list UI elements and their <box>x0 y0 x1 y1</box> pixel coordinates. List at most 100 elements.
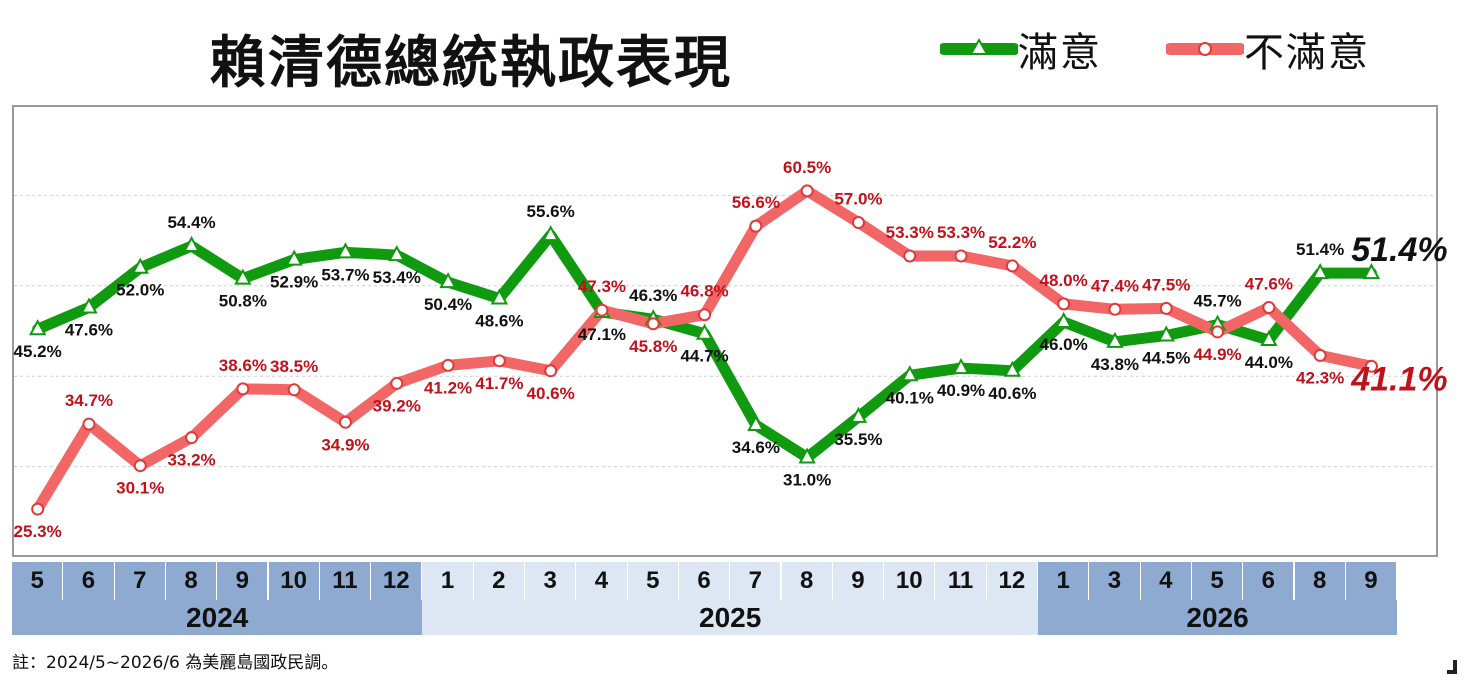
data-label-satisfied: 48.6% <box>475 311 523 330</box>
satisfied-marker <box>1362 263 1381 280</box>
satisfied-marker <box>439 272 457 289</box>
x-tick-label: 6 <box>678 562 731 600</box>
x-tick-label: 5 <box>627 562 679 600</box>
data-label-satisfied: 54.4% <box>167 213 215 232</box>
data-label-dissatisfied: 47.5% <box>1142 275 1190 294</box>
year-label: 2024 <box>12 600 423 635</box>
x-tick-label: 11 <box>319 562 372 600</box>
data-label-satisfied: 47.6% <box>65 320 113 339</box>
data-label-dissatisfied: 39.2% <box>373 396 421 415</box>
dissatisfied-marker <box>492 354 506 368</box>
data-label-dissatisfied: 38.5% <box>270 357 318 376</box>
year-label: 2025 <box>422 600 1038 635</box>
satisfied-marker <box>285 249 303 266</box>
data-label-dissatisfied: 40.6% <box>527 384 575 403</box>
x-tick-label: 6 <box>1243 562 1295 600</box>
x-tick-label: 3 <box>525 562 577 600</box>
data-label-dissatisfied: 25.3% <box>14 522 62 541</box>
year-label: 2026 <box>1038 600 1398 635</box>
data-label-satisfied: 53.4% <box>373 268 421 287</box>
satisfied-marker <box>1003 360 1022 377</box>
dissatisfied-marker <box>338 415 352 429</box>
dissatisfied-marker <box>954 249 968 263</box>
x-tick-label: 5 <box>12 562 64 600</box>
satisfied-marker <box>28 319 47 336</box>
satisfied-marker <box>798 447 816 464</box>
satisfied-marker <box>541 225 560 242</box>
satisfied-marker <box>490 288 509 305</box>
data-label-dissatisfied: 48.0% <box>1040 271 1088 290</box>
data-label-satisfied: 44.0% <box>1245 353 1293 372</box>
data-label-satisfied: 50.4% <box>424 295 472 314</box>
data-label-satisfied: 45.2% <box>14 342 62 361</box>
satisfied-marker <box>1054 311 1073 328</box>
x-tick-label: 9 <box>832 562 885 600</box>
data-label-dissatisfied: 45.8% <box>629 337 677 356</box>
data-label-satisfied: 44.7% <box>680 347 728 366</box>
data-label-satisfied: 52.0% <box>116 281 164 300</box>
data-label-dissatisfied: 47.4% <box>1091 276 1139 295</box>
x-tick-label: 1 <box>422 562 474 600</box>
satisfied-marker <box>182 235 201 253</box>
x-tick-label: 12 <box>371 562 423 600</box>
data-label-dissatisfied: 41.1% <box>1350 360 1447 398</box>
x-tick-label: 9 <box>1345 562 1398 600</box>
x-tick-label: 3 <box>1089 562 1141 600</box>
dissatisfied-marker <box>698 308 712 322</box>
data-label-dissatisfied: 46.8% <box>680 282 728 301</box>
dissatisfied-marker <box>749 219 763 233</box>
x-tick-label: 6 <box>63 562 115 600</box>
x-tick-label: 8 <box>1294 562 1346 600</box>
data-label-satisfied: 55.6% <box>527 202 575 221</box>
dissatisfied-marker <box>800 184 814 198</box>
data-label-satisfied: 51.4% <box>1296 240 1344 259</box>
dissatisfied-marker <box>236 382 250 396</box>
data-label-dissatisfied: 53.3% <box>886 223 934 242</box>
x-tick-label: 10 <box>884 562 936 600</box>
satisfied-marker <box>747 414 765 432</box>
data-label-dissatisfied: 47.6% <box>1245 274 1293 293</box>
satisfied-marker <box>336 242 355 259</box>
satisfied-marker <box>901 365 919 382</box>
dissatisfied-marker <box>1005 259 1019 273</box>
chart-title: 賴清德總統執政表現 <box>210 31 732 96</box>
dissatisfied-marker <box>133 459 147 473</box>
legend-dissatisfied: 不滿意 <box>1166 26 1370 76</box>
data-label-satisfied: 47.1% <box>578 325 626 344</box>
dissatisfied-marker <box>1313 348 1327 362</box>
dissatisfied-marker <box>287 383 301 397</box>
data-label-satisfied: 34.6% <box>732 438 780 457</box>
x-tick-label: 8 <box>781 562 833 600</box>
dissatisfied-marker <box>1057 297 1071 311</box>
satisfied-marker <box>1260 329 1278 347</box>
dissatisfied-marker <box>851 216 865 230</box>
data-label-dissatisfied: 42.3% <box>1296 368 1344 387</box>
data-label-dissatisfied: 60.5% <box>783 158 831 177</box>
data-label-dissatisfied: 53.3% <box>937 223 985 242</box>
data-label-dissatisfied: 30.1% <box>116 479 164 498</box>
satisfied-marker <box>234 268 252 285</box>
satisfied-marker <box>695 323 714 340</box>
satisfied-marker <box>952 357 970 375</box>
satisfied-marker <box>1311 263 1329 280</box>
dissatisfied-marker <box>185 431 199 445</box>
data-label-dissatisfied: 41.7% <box>475 374 523 393</box>
x-tick-label: 4 <box>576 562 628 600</box>
x-tick-label: 11 <box>935 562 987 600</box>
data-label-satisfied: 46.0% <box>1040 335 1088 354</box>
dissatisfied-marker <box>595 303 609 317</box>
data-label-dissatisfied: 34.9% <box>321 435 369 454</box>
satisfied-marker <box>1157 325 1175 342</box>
data-label-satisfied: 40.6% <box>988 384 1036 403</box>
data-label-dissatisfied: 57.0% <box>834 190 882 209</box>
data-label-satisfied: 44.5% <box>1142 349 1190 368</box>
data-label-satisfied: 50.8% <box>219 292 267 311</box>
x-tick-label: 1 <box>1038 562 1090 600</box>
data-label-dissatisfied: 52.2% <box>988 233 1036 252</box>
x-tick-label: 10 <box>268 562 320 600</box>
dissatisfied-marker <box>441 358 455 372</box>
dissatisfied-marker <box>1211 325 1225 339</box>
data-label-satisfied: 31.0% <box>783 471 831 490</box>
x-tick-label: 5 <box>1191 562 1244 600</box>
data-label-dissatisfied: 47.3% <box>578 277 626 296</box>
